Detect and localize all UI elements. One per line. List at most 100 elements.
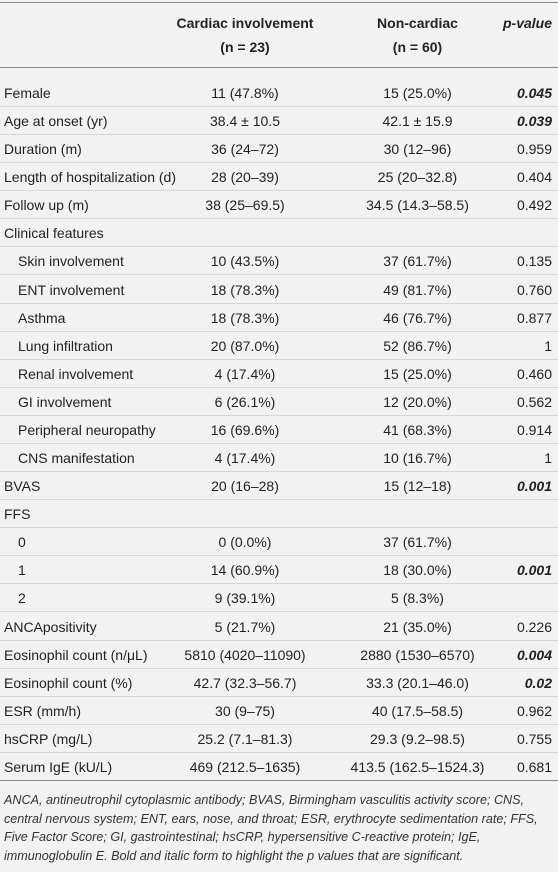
cardiac-cell: 20 (87.0%) xyxy=(210,337,280,354)
row-label: Duration (m) xyxy=(4,141,82,158)
cardiac-cell: 4 (17.4%) xyxy=(214,365,276,382)
table-row: ENT involvement 18 (78.3%) 49 (81.7%) 0.760 xyxy=(0,276,558,304)
noncardiac-cell: 5 (8.3%) xyxy=(391,590,444,607)
noncardiac-cell: 52 (86.7%) xyxy=(383,337,452,354)
noncardiac-cell: 10 (16.7%) xyxy=(383,450,452,467)
row-label: ENT involvement xyxy=(18,281,125,298)
row-label: Peripheral neuropathy xyxy=(18,421,156,438)
row-label: 1 xyxy=(18,562,26,579)
table-row: Clinical features xyxy=(0,219,558,248)
footnote: ANCA, antineutrophil cytoplasmic antibod… xyxy=(4,793,538,863)
header-line: Non-cardiac xyxy=(377,15,458,31)
header-cell: Cardiac involvement (n = 23) xyxy=(165,11,325,59)
row-label: Eosinophil count (%) xyxy=(4,674,133,691)
cardiac-cell: 5 (21.7%) xyxy=(214,618,276,635)
table-header: Cardiac involvement (n = 23) Non-cardiac (n… xyxy=(0,2,558,68)
row-label: 0 xyxy=(18,534,26,551)
p-value-cell: 0.460 xyxy=(516,365,552,382)
p-value-cell: 0.492 xyxy=(516,197,552,214)
table-row: Serum IgE (kU/L) 469 (212.5–1635) 413.5 (1… xyxy=(0,753,558,781)
noncardiac-cell: 25 (20–32.8) xyxy=(377,169,458,186)
cardiac-cell: 38 (25–69.5) xyxy=(205,197,285,214)
noncardiac-cell: 37 (61.7%) xyxy=(383,534,452,551)
cardiac-cell: 20 (16–28) xyxy=(211,478,279,495)
p-value-cell: 1 xyxy=(544,337,552,354)
row-label: Female xyxy=(4,85,51,101)
table-row: Length of hospitalization (d) 28 (20–39) 2… xyxy=(0,163,558,192)
table-row: 0 0 (0.0%) 37 (61.7%) xyxy=(0,528,558,557)
noncardiac-cell: 413.5 (162.5–1524.3) xyxy=(350,758,485,775)
table-row: GI involvement 6 (26.1%) 12 (20.0%) 0.562 xyxy=(0,388,558,416)
table-row: 1 14 (60.9%) 18 (30.0%) 0.001 xyxy=(0,556,558,585)
row-label: Lung infiltration xyxy=(18,337,113,354)
table-row: Eosinophil count (n/μL) 5810 (4020–11090)… xyxy=(0,641,558,669)
cardiac-cell: 42.7 (32.3–56.7) xyxy=(193,674,297,691)
cardiac-cell: 18 (78.3%) xyxy=(210,281,280,298)
cardiac-cell: 4 (17.4%) xyxy=(214,450,276,467)
header-cell: p-value xyxy=(503,11,552,35)
noncardiac-cell: 37 (61.7%) xyxy=(383,253,452,270)
row-label: CNS manifestation xyxy=(18,450,135,467)
p-value-cell: 0.135 xyxy=(516,253,552,270)
row-label: 2 xyxy=(18,590,26,607)
noncardiac-cell: 41 (68.3%) xyxy=(383,421,452,438)
cardiac-cell: 30 (9–75) xyxy=(215,702,275,719)
cardiac-cell: 11 (47.8%) xyxy=(211,85,279,101)
row-label: Follow up (m) xyxy=(4,197,89,214)
cardiac-cell: 28 (20–39) xyxy=(211,169,279,186)
noncardiac-cell: 12 (20.0%) xyxy=(383,393,452,410)
table-row: CNS manifestation 4 (17.4%) 10 (16.7%) 1 xyxy=(0,444,558,473)
p-value-cell: 0.562 xyxy=(516,393,552,410)
p-value-cell: 0.755 xyxy=(516,730,552,747)
table-row: ESR (mm/h) 30 (9–75) 40 (17.5–58.5) 0.962 xyxy=(0,697,558,725)
noncardiac-cell: 2880 (1530–6570) xyxy=(360,646,475,663)
cardiac-cell: 469 (212.5–1635) xyxy=(189,758,301,775)
row-label: hsCRP (mg/L) xyxy=(4,730,93,747)
row-label: FFS xyxy=(4,506,31,523)
table-row: hsCRP (mg/L) 25.2 (7.1–81.3) 29.3 (9.2–98.… xyxy=(0,725,558,753)
p-value-cell: 0.962 xyxy=(516,702,552,719)
table-row: 2 9 (39.1%) 5 (8.3%) xyxy=(0,584,558,613)
row-label: Renal involvement xyxy=(18,365,134,382)
table-row: ANCApositivity 5 (21.7%) 21 (35.0%) 0.226 xyxy=(0,613,558,641)
p-value-cell: 0.02 xyxy=(524,674,552,691)
table-row: Peripheral neuropathy 16 (69.6%) 41 (68.3%… xyxy=(0,416,558,444)
table-row: Renal involvement 4 (17.4%) 15 (25.0%) 0.46… xyxy=(0,360,558,388)
noncardiac-cell: 49 (81.7%) xyxy=(383,281,452,298)
table-row: Skin involvement 10 (43.5%) 37 (61.7%) 0.13… xyxy=(0,247,558,276)
header-line: Cardiac involvement xyxy=(176,15,314,31)
noncardiac-cell: 40 (17.5–58.5) xyxy=(371,702,464,719)
p-value-cell: 0.226 xyxy=(516,618,552,635)
cardiac-cell: 25.2 (7.1–81.3) xyxy=(197,730,293,747)
cardiac-cell: 5810 (4020–11090) xyxy=(184,646,306,663)
noncardiac-cell: 30 (12–96) xyxy=(383,141,452,158)
table-row: Lung infiltration 20 (87.0%) 52 (86.7%) 1 xyxy=(0,332,558,360)
table-row: Age at onset (yr) 38.4 ± 10.5 42.1 ± 15.9 0… xyxy=(0,107,558,136)
p-value-cell: 0.004 xyxy=(516,646,552,663)
p-value-cell: 0.681 xyxy=(516,758,552,775)
cardiac-cell: 6 (26.1%) xyxy=(214,393,276,410)
row-label: GI involvement xyxy=(18,393,112,410)
noncardiac-cell: 34.5 (14.3–58.5) xyxy=(366,197,469,214)
row-label: Eosinophil count (n/μL) xyxy=(4,646,148,663)
noncardiac-cell: 21 (35.0%) xyxy=(383,618,452,635)
cardiac-cell: 36 (24–72) xyxy=(211,141,279,158)
cardiac-cell: 38.4 ± 10.5 xyxy=(210,113,280,130)
header-line: p-value xyxy=(502,15,552,31)
row-label: ESR (mm/h) xyxy=(4,702,81,719)
noncardiac-cell: 15 (25.0%) xyxy=(383,365,452,382)
row-label: Skin involvement xyxy=(18,253,124,270)
noncardiac-cell: 18 (30.0%) xyxy=(383,562,452,579)
row-label: Length of hospitalization (d) xyxy=(4,169,176,186)
cardiac-cell: 16 (69.6%) xyxy=(210,421,280,438)
table-row: BVAS 20 (16–28) 15 (12–18) 0.001 xyxy=(0,472,558,501)
cardiac-cell: 14 (60.9%) xyxy=(210,562,280,579)
p-value-cell: 0.001 xyxy=(516,478,552,495)
noncardiac-cell: 15 (12–18) xyxy=(383,478,452,495)
row-label: Age at onset (yr) xyxy=(4,113,108,130)
p-value-cell: 1 xyxy=(544,450,552,467)
p-value-cell: 0.914 xyxy=(516,421,552,438)
noncardiac-cell: 29.3 (9.2–98.5) xyxy=(370,730,465,747)
row-label: ANCApositivity xyxy=(4,618,97,635)
